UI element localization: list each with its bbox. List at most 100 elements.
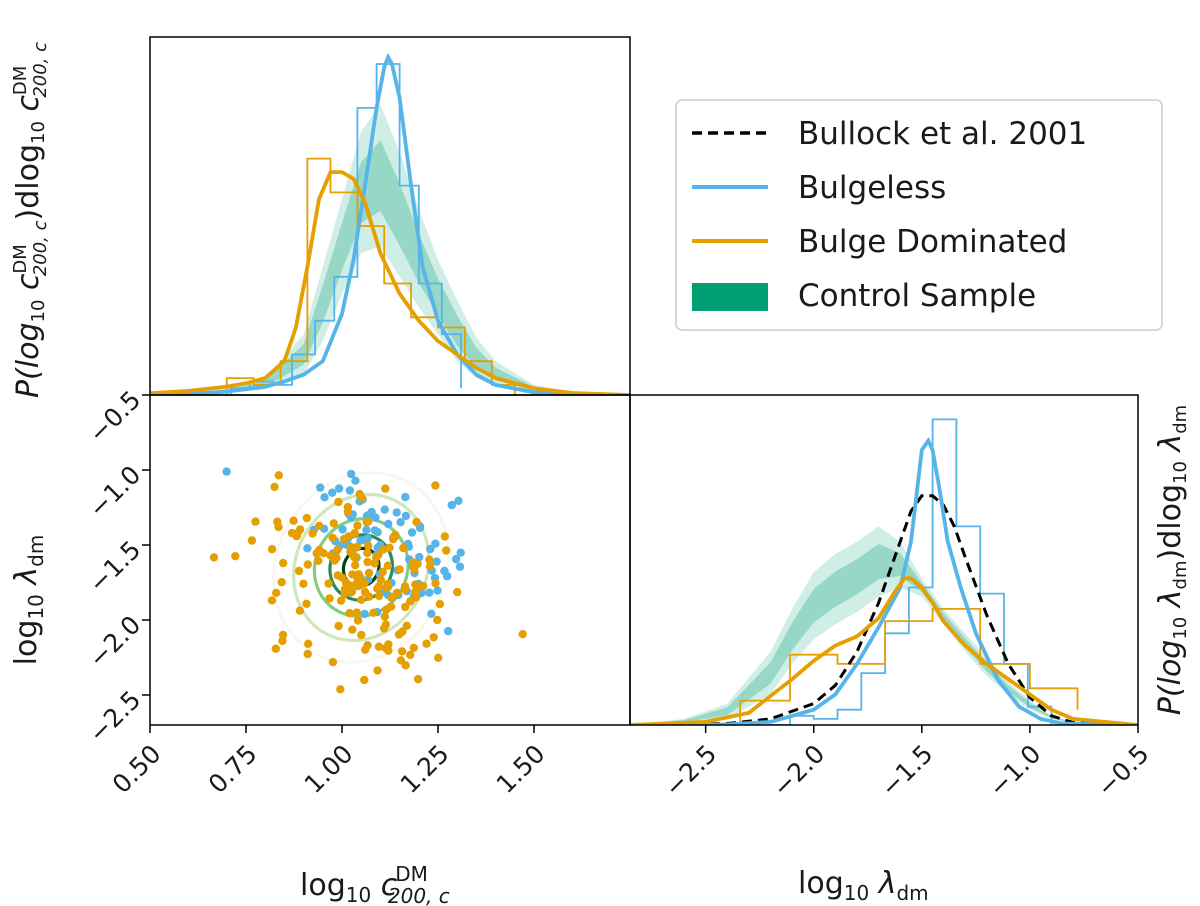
bulge-dominated-point (364, 541, 373, 550)
bulge-dominated-point (402, 621, 411, 630)
bulge-dominated-point (294, 566, 304, 576)
bulge-dominated-point (363, 548, 372, 558)
tl-bulgeless-kde-line (150, 52, 630, 395)
bulgeless-point (433, 586, 442, 595)
bulgeless-point (392, 508, 401, 517)
bulge-dominated-point (328, 657, 338, 667)
bulge-dominated-point (352, 608, 361, 617)
bulge-dominated-point (289, 516, 298, 525)
bulgeless-point (440, 566, 449, 576)
bulgeless-point (427, 609, 436, 618)
bulge-dominated-point (360, 587, 370, 597)
br-xtick-label: −0.5 (1091, 739, 1154, 802)
bulgeless-point (407, 528, 417, 537)
bulge-dominated-point (326, 551, 335, 560)
bulge-dominated-point (387, 593, 396, 602)
br-xtick-label: −1.0 (983, 739, 1046, 802)
tl-bulge-dominated-kde-line (150, 170, 630, 395)
bulge-dominated-point (396, 656, 406, 665)
br-ylabel: P(log10 λdm)dlog10 λdm (1153, 405, 1191, 715)
br-bulge-dominated-histogram (739, 608, 1079, 725)
legend-label-bullock: Bullock et al. 2001 (798, 116, 1087, 152)
bulge-dominated-point (435, 599, 445, 609)
legend-label-bulgeless: Bulgeless (798, 170, 946, 206)
bulge-dominated-point (336, 596, 346, 605)
bulgeless-point (401, 511, 411, 521)
bulge-dominated-point (247, 536, 257, 545)
bulge-dominated-point (361, 645, 370, 654)
bl-ytick-label: −0.5 (83, 385, 146, 448)
bulgeless-point (351, 476, 360, 485)
bulge-dominated-point (399, 543, 408, 553)
bulge-dominated-point (357, 630, 366, 640)
bulge-dominated-point (376, 575, 385, 585)
bulge-dominated-point (425, 555, 434, 564)
bulge-dominated-point (518, 630, 527, 639)
bulge-dominated-point (362, 518, 371, 527)
bulge-dominated-point (267, 544, 277, 554)
br-bulgeless-kde-line (630, 437, 1138, 725)
bulgeless-point (303, 544, 312, 553)
bottom-left-frame (149, 394, 631, 726)
bulge-dominated-point (277, 578, 286, 587)
bulge-dominated-point (353, 574, 362, 584)
bulge-dominated-point (372, 553, 381, 562)
bulge-dominated-point (272, 588, 281, 597)
bulgeless-point (222, 467, 231, 476)
bl-ytick-label: −1.5 (83, 535, 146, 598)
bulge-dominated-point (363, 557, 372, 567)
joint-scatter-panel (209, 467, 527, 694)
tl-control-sample-outer-band (150, 104, 630, 395)
bulge-dominated-point (328, 533, 337, 543)
bl-xtick-label: 0.75 (203, 739, 263, 799)
bulge-dominated-point (353, 616, 363, 625)
bulgeless-point (362, 525, 371, 534)
bulge-dominated-point (398, 627, 407, 636)
bulge-dominated-point (385, 543, 394, 552)
bulge-dominated-point (278, 636, 287, 646)
bl-xtick-label: 1.25 (395, 739, 455, 799)
bulge-dominated-point (413, 559, 422, 569)
bulgeless-point (455, 562, 465, 571)
bulge-dominated-point (304, 639, 313, 648)
tl-ylabel: P(log10 cDM200, c)dlog10 cDM200, c (10, 42, 51, 398)
bulge-dominated-point (395, 565, 404, 574)
bulge-dominated-point (383, 582, 393, 592)
bulge-dominated-point (431, 579, 440, 588)
bulge-dominated-point (433, 615, 442, 625)
bulgeless-point (360, 609, 369, 619)
bulge-dominated-point (378, 545, 388, 554)
bulgeless-point (447, 500, 456, 510)
bulge-dominated-point (440, 532, 449, 541)
br-bulge-dominated-kde-line (630, 576, 1138, 725)
bulge-dominated-point (397, 647, 407, 656)
bulge-dominated-point (333, 571, 342, 580)
bulge-dominated-point (302, 513, 312, 523)
bulge-dominated-point (351, 561, 360, 570)
tl-bulgeless-histogram (229, 63, 462, 395)
tl-control-sample-inner-band (150, 140, 630, 395)
bulge-dominated-point (279, 558, 288, 568)
bulge-dominated-point (429, 633, 438, 642)
bulge-dominated-point (299, 579, 308, 588)
bulge-dominated-point (409, 643, 418, 652)
bulgeless-point (444, 626, 453, 636)
legend-box (675, 99, 1163, 331)
bulge-dominated-point (373, 666, 382, 675)
br-xlabel: log10 λdm (798, 866, 929, 905)
bl-ytick-label: −2.0 (83, 610, 146, 673)
br-xtick-label: −2.5 (659, 739, 722, 802)
bulge-dominated-point (453, 587, 462, 597)
bulgeless-point (328, 488, 337, 497)
bulgeless-point (454, 496, 463, 505)
spin-marginal-panel (630, 418, 1138, 725)
bulge-dominated-point (391, 530, 400, 539)
bulge-dominated-point (381, 484, 390, 493)
bulgeless-point (346, 469, 356, 479)
bulge-dominated-point (339, 534, 349, 544)
bulge-dominated-point (355, 489, 364, 499)
bulge-dominated-point (343, 585, 353, 594)
bulge-dominated-point (374, 591, 384, 601)
bulge-dominated-point (412, 517, 421, 527)
